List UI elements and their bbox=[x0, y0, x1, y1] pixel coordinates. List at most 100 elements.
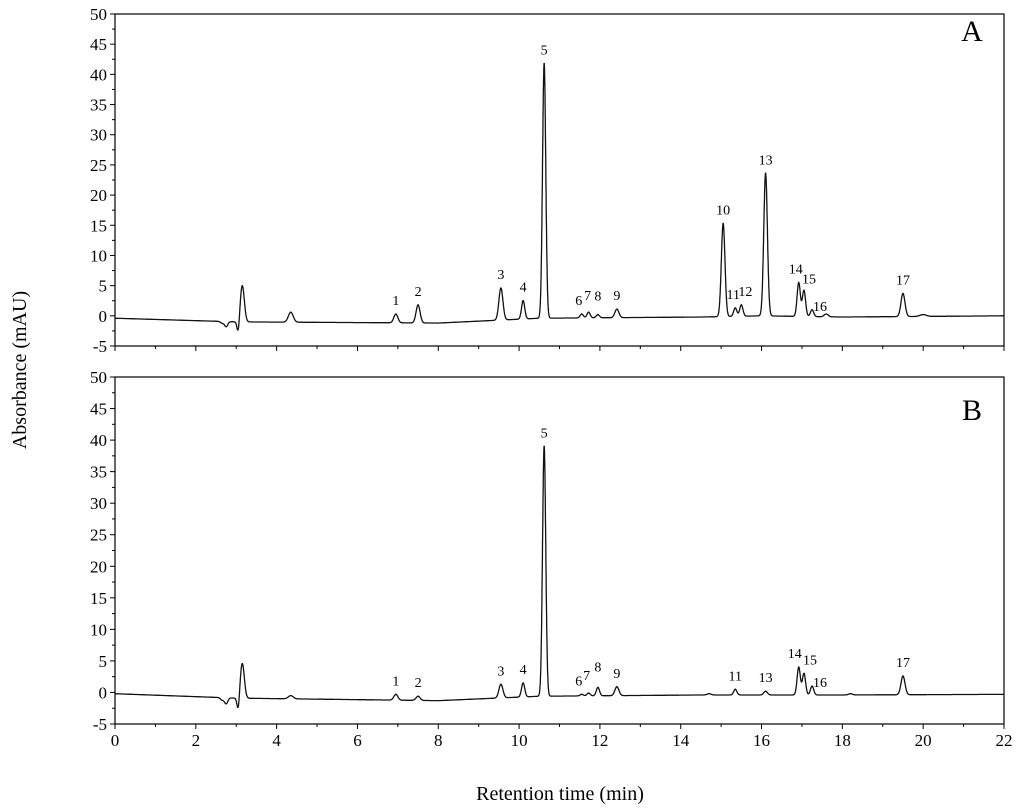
x-tick-label: 22 bbox=[996, 731, 1013, 750]
peak-label-15: 15 bbox=[802, 272, 816, 287]
peak-label-11: 11 bbox=[727, 288, 740, 303]
peak-16-apex bbox=[811, 685, 813, 687]
peak-label-3: 3 bbox=[497, 664, 504, 679]
x-tick-label: 16 bbox=[753, 731, 770, 750]
peak-label-16: 16 bbox=[813, 676, 827, 691]
peak-3-apex bbox=[500, 287, 502, 289]
peak-7-apex bbox=[587, 692, 590, 694]
x-tick-label: 20 bbox=[915, 731, 932, 750]
peak-17-apex bbox=[902, 675, 904, 677]
y-tick-label: 10 bbox=[90, 246, 107, 265]
peak-10-apex bbox=[722, 222, 724, 225]
x-tick-label: 6 bbox=[353, 731, 362, 750]
y-tick-label: 50 bbox=[90, 5, 107, 24]
peak-label-6: 6 bbox=[575, 294, 582, 309]
chromatogram-trace bbox=[114, 62, 1005, 331]
x-axis-title: Retention time (min) bbox=[476, 783, 644, 805]
peak-label-1: 1 bbox=[392, 674, 399, 689]
peak-2-apex bbox=[417, 695, 419, 698]
chromatogram-trace bbox=[114, 445, 1005, 709]
peak-label-10: 10 bbox=[716, 203, 730, 218]
plot-frame bbox=[114, 13, 1005, 347]
peak-13-apex bbox=[764, 690, 767, 692]
peak-13-apex bbox=[764, 172, 767, 175]
peak-label-2: 2 bbox=[415, 676, 422, 691]
y-tick-label: 0 bbox=[99, 683, 108, 702]
y-tick-label: 30 bbox=[90, 126, 107, 145]
x-tick-label: 12 bbox=[591, 731, 608, 750]
peak-12-apex bbox=[740, 304, 743, 306]
y-tick-label: 40 bbox=[90, 65, 107, 84]
peak-9-apex bbox=[616, 685, 618, 688]
y-tick-label: 35 bbox=[90, 463, 107, 482]
peak-15-apex bbox=[803, 672, 805, 675]
peak-6-apex bbox=[580, 693, 583, 696]
peak-label-17: 17 bbox=[896, 273, 910, 288]
y-tick-label: 40 bbox=[90, 431, 107, 450]
peak-label-13: 13 bbox=[759, 671, 773, 686]
peak-label-16: 16 bbox=[813, 300, 827, 315]
peak-3-apex bbox=[500, 683, 502, 686]
peak-1-apex bbox=[395, 313, 397, 315]
y-tick-label: 25 bbox=[90, 526, 107, 545]
peak-label-2: 2 bbox=[415, 285, 422, 300]
peak-label-6: 6 bbox=[575, 674, 582, 689]
y-tick-label: 10 bbox=[90, 620, 107, 639]
peak-6-apex bbox=[580, 313, 583, 315]
peak-14-apex bbox=[797, 281, 800, 284]
y-tick-label: 30 bbox=[90, 494, 107, 513]
x-tick-label: 0 bbox=[111, 731, 120, 750]
y-axis-title: Absorbance (mAU) bbox=[9, 291, 31, 449]
y-tick-label: 20 bbox=[90, 557, 107, 576]
peak-2-apex bbox=[417, 304, 419, 306]
peak-15-apex bbox=[803, 289, 805, 292]
peak-11-apex bbox=[734, 307, 737, 309]
peak-label-14: 14 bbox=[789, 262, 803, 277]
x-tick-label: 2 bbox=[192, 731, 201, 750]
peak-5-apex bbox=[543, 62, 545, 65]
peak-5-apex bbox=[543, 445, 545, 448]
peak-label-15: 15 bbox=[803, 653, 817, 668]
peak-label-13: 13 bbox=[759, 153, 773, 168]
peak-label-17: 17 bbox=[896, 656, 910, 671]
panel-label: A bbox=[961, 15, 983, 48]
x-tick-label: 4 bbox=[272, 731, 281, 750]
y-tick-label: 5 bbox=[99, 652, 108, 671]
peak-11-apex bbox=[734, 688, 737, 691]
peak-label-9: 9 bbox=[613, 289, 620, 304]
y-tick-label: 25 bbox=[90, 156, 107, 175]
x-tick-label: 14 bbox=[672, 731, 690, 750]
peak-label-1: 1 bbox=[392, 294, 399, 309]
peak-label-5: 5 bbox=[541, 426, 548, 441]
y-tick-label: 15 bbox=[90, 589, 107, 608]
peak-label-3: 3 bbox=[497, 268, 504, 283]
peak-label-4: 4 bbox=[520, 663, 527, 678]
peak-8-apex bbox=[597, 313, 599, 316]
y-tick-label: -5 bbox=[93, 715, 107, 734]
y-tick-label: 0 bbox=[99, 307, 108, 326]
plot-frame bbox=[114, 376, 1005, 725]
peak-label-12: 12 bbox=[738, 285, 752, 300]
y-tick-label: 15 bbox=[90, 216, 107, 235]
peak-7-apex bbox=[587, 311, 590, 313]
peak-label-14: 14 bbox=[788, 647, 802, 662]
peak-14-apex bbox=[797, 666, 800, 668]
peak-label-8: 8 bbox=[594, 660, 601, 675]
x-tick-label: 8 bbox=[434, 731, 443, 750]
peak-label-11: 11 bbox=[729, 669, 742, 684]
y-tick-label: 5 bbox=[99, 277, 108, 296]
x-tick-label: 10 bbox=[511, 731, 528, 750]
peak-9-apex bbox=[616, 308, 618, 310]
peak-label-4: 4 bbox=[520, 281, 527, 296]
y-tick-label: 45 bbox=[90, 400, 107, 419]
peak-8-apex bbox=[597, 686, 599, 689]
panel-label: B bbox=[962, 394, 982, 427]
peak-label-8: 8 bbox=[594, 290, 601, 305]
peak-label-7: 7 bbox=[584, 289, 591, 304]
y-tick-label: 50 bbox=[90, 368, 107, 387]
peak-label-9: 9 bbox=[613, 667, 620, 682]
y-tick-label: -5 bbox=[93, 337, 107, 356]
